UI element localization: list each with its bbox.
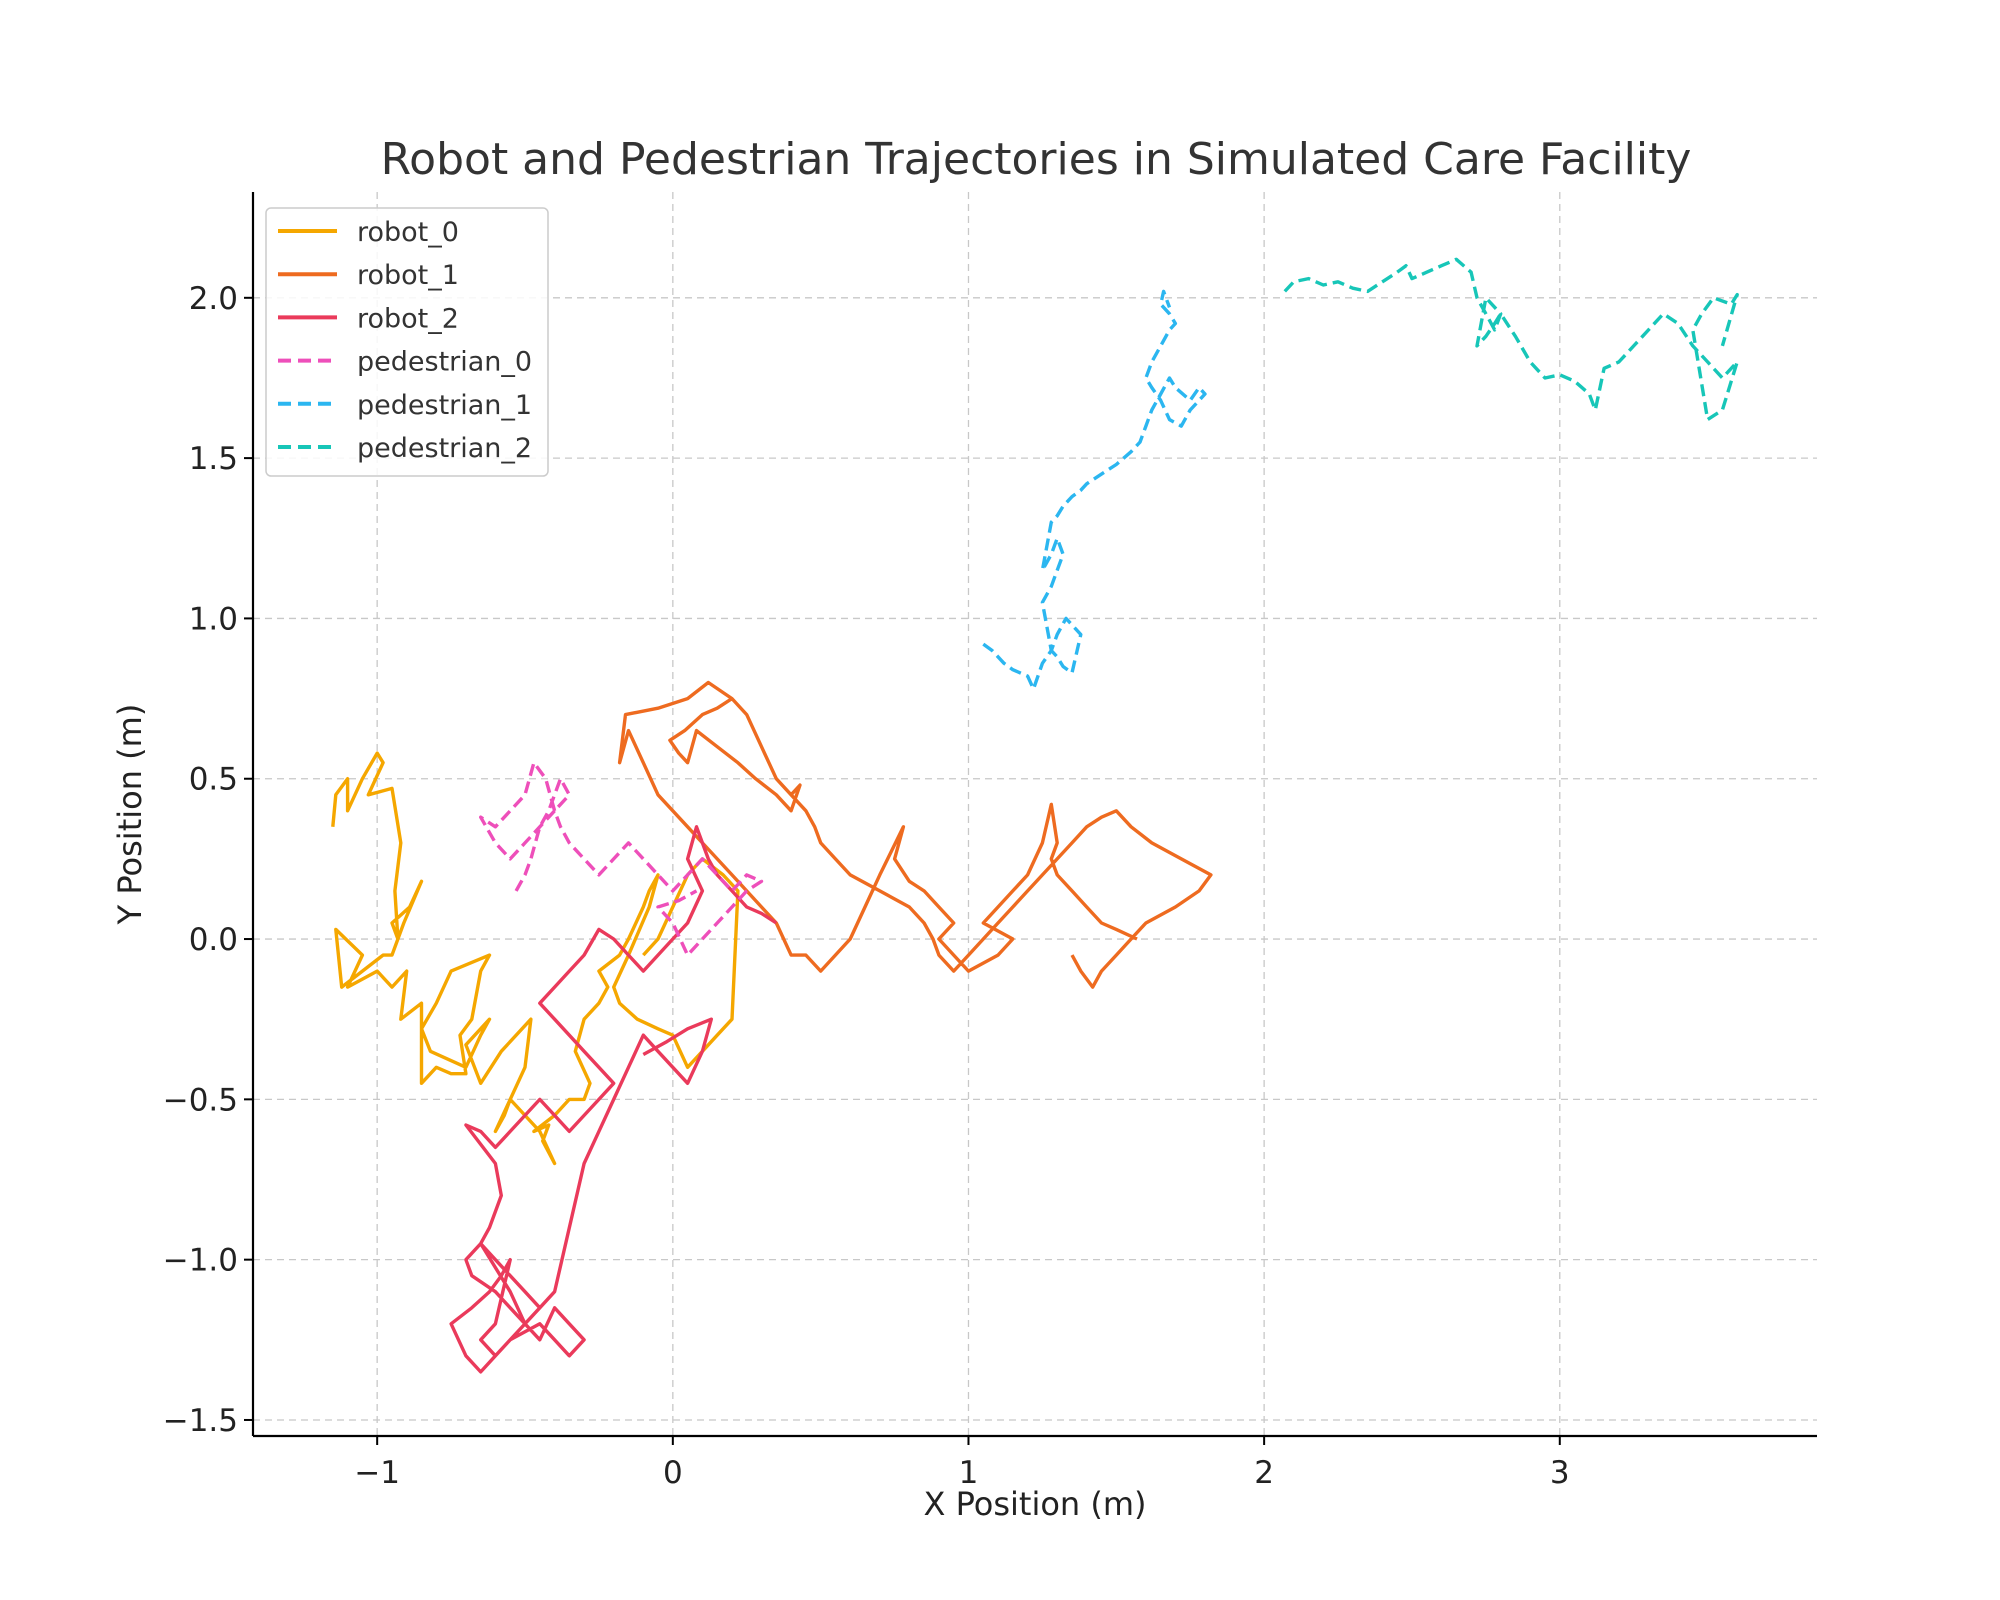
y-tick-label: 1.0: [189, 601, 238, 637]
y-tick-label: −1.0: [163, 1243, 238, 1279]
x-axis-label: X Position (m): [924, 1485, 1147, 1523]
pedestrian_2-legend-label: pedestrian_2: [357, 433, 532, 464]
pedestrian_0-line: [479, 761, 764, 957]
pedestrian_1-line: [982, 289, 1207, 691]
legend: robot_0 robot_1 robot_2 pedestrian_0pedestr…: [265, 207, 549, 477]
grid-lines: [253, 192, 1817, 1436]
robot_0-legend-label: robot_0: [357, 217, 459, 248]
plot-area: [331, 257, 1739, 1374]
pedestrian_2-line: [1283, 257, 1739, 422]
x-tick-label: 1: [959, 1455, 979, 1491]
x-tick-label: −1: [354, 1455, 400, 1491]
chart-title: Robot and Pedestrian Trajectories in Sim…: [381, 134, 1692, 185]
x-tick-label: 2: [1254, 1455, 1274, 1491]
robot_2-line: [449, 825, 778, 1374]
y-ticks: −1.5 −1.0 −0.5 0.0 0.5 1.0 1.5 2.0: [163, 281, 253, 1439]
robot_1-line: [617, 680, 1213, 989]
robot_2-legend-label: robot_2: [357, 303, 459, 334]
y-tick-label: 1.5: [189, 441, 238, 477]
x-ticks: −1 0 1 2 3: [354, 1436, 1570, 1491]
y-axis-label: Y Position (m): [111, 704, 149, 926]
pedestrian_1-legend-label: pedestrian_1: [357, 390, 532, 421]
robot_1-legend-label: robot_1: [357, 260, 459, 291]
axes: [251, 192, 1817, 1438]
y-tick-label: 2.0: [189, 281, 238, 317]
robot_0-line: [331, 751, 740, 1166]
y-tick-label: −0.5: [163, 1082, 238, 1118]
x-tick-label: 0: [663, 1455, 683, 1491]
y-tick-label: 0.5: [189, 762, 238, 798]
y-tick-label: 0.0: [189, 922, 238, 958]
pedestrian_0-legend-label: pedestrian_0: [357, 347, 532, 378]
x-tick-label: 3: [1550, 1455, 1570, 1491]
y-tick-label: −1.5: [163, 1403, 238, 1439]
